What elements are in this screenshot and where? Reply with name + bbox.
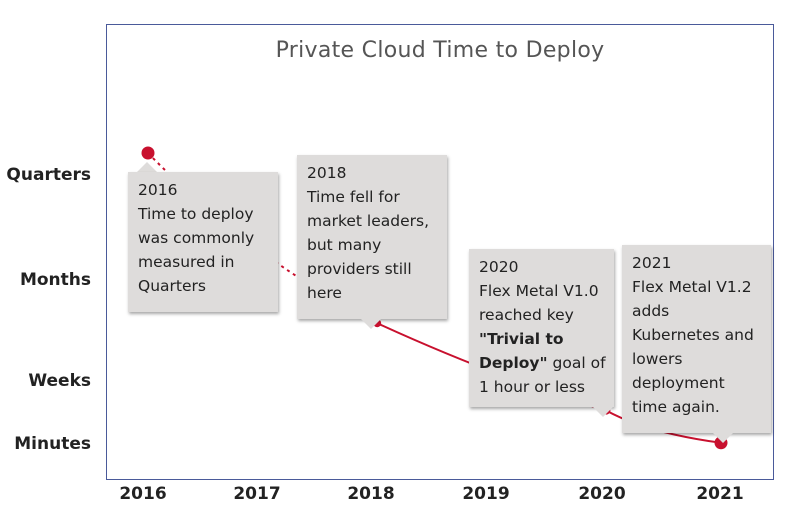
callout-2016-year: 2016 [138,181,178,199]
callout-2016-pointer [137,162,157,172]
x-tick-2019: 2019 [462,484,510,504]
x-tick-2016: 2016 [119,484,167,504]
callout-2021-line: lowers [632,350,683,368]
callout-2020-pointer [593,407,613,417]
callout-2020-year: 2020 [479,258,519,276]
callout-2020-bold: Deploy" [479,354,548,372]
callout-2018: 2018 Time fell for market leaders, but m… [297,155,447,319]
callout-2016-line: was commonly [138,229,255,247]
y-tick-weeks: Weeks [28,371,91,391]
callout-2021-pointer [713,433,733,443]
callout-2020-line: Flex Metal V1.0 [479,282,599,300]
x-tick-2017: 2017 [233,484,281,504]
callout-2020-line: reached key [479,306,574,324]
callout-2018-line: market leaders, [307,212,430,230]
callout-2020-bold: "Trivial to [479,330,564,348]
callout-2018-line: providers still [307,260,412,278]
callout-2016: 2016 Time to deploy was commonly measure… [128,172,278,312]
callout-2021: 2021 Flex Metal V1.2 adds Kubernetes and… [622,245,771,433]
chart-frame [106,24,774,480]
chart-title: Private Cloud Time to Deploy [275,38,605,63]
callout-2018-line: here [307,284,342,302]
callout-2016-line: Quarters [138,277,206,295]
data-point-2016 [141,146,155,160]
y-tick-months: Months [19,270,91,290]
callout-2021-line: deployment [632,374,725,392]
callout-2021-line: Kubernetes and [632,326,754,344]
callout-2021-line: Flex Metal V1.2 [632,278,752,296]
callout-2016-line: Time to deploy [138,205,254,223]
callout-2020-line: goal of [547,354,606,372]
callout-2018-line: Time fell for [307,188,400,206]
y-tick-quarters: Quarters [6,165,91,185]
callout-2018-year: 2018 [307,164,347,182]
x-tick-2020: 2020 [578,484,626,504]
x-tick-2018: 2018 [347,484,395,504]
callout-2018-pointer [361,319,381,329]
callout-2020: 2020 Flex Metal V1.0 reached key "Trivia… [469,249,614,407]
y-tick-minutes: Minutes [14,434,91,454]
x-tick-2021: 2021 [696,484,744,504]
callout-2021-line: adds [632,302,670,320]
callout-2016-line: measured in [138,253,235,271]
callout-2018-line: but many [307,236,382,254]
callout-2020-line: 1 hour or less [479,378,585,396]
callout-2021-line: time again. [632,398,720,416]
callout-2021-year: 2021 [632,254,672,272]
